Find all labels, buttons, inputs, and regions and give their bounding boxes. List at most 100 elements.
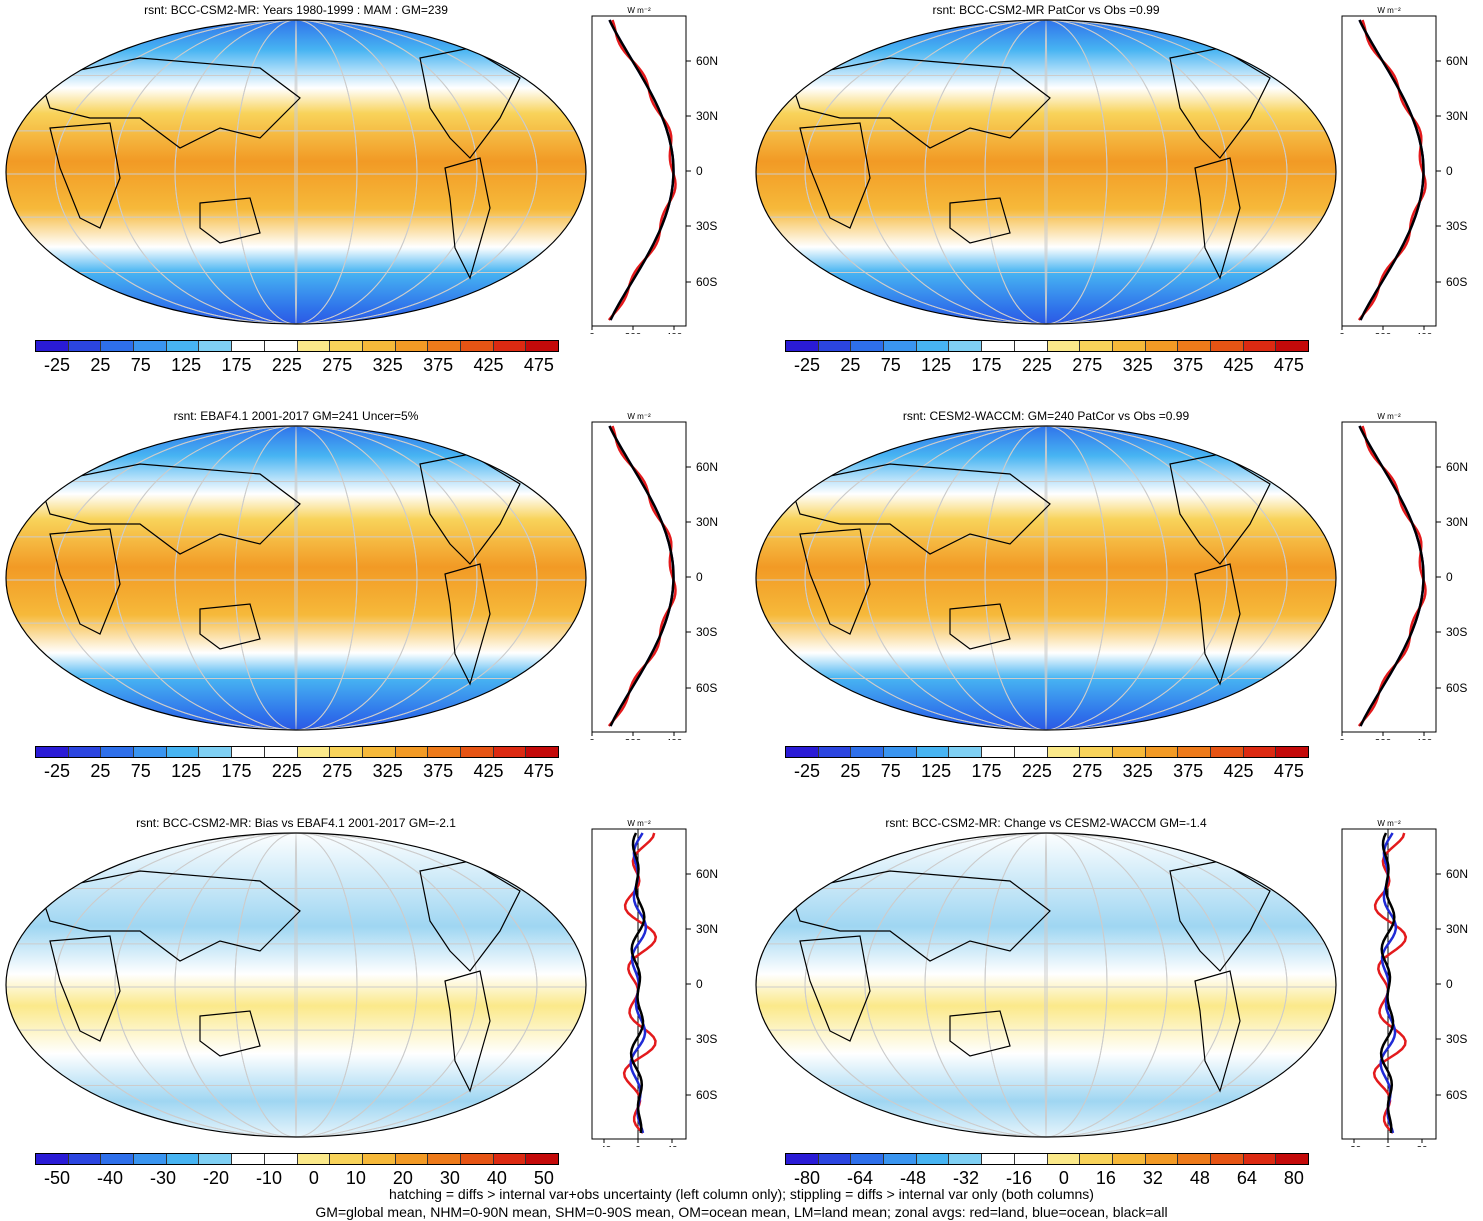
lat-label: 30N: [1446, 922, 1468, 936]
zonal-tick-label: 0: [1385, 1145, 1391, 1147]
panel-title: rsnt: BCC-CSM2-MR: Change vs CESM2-WACCM…: [885, 816, 1207, 830]
colorbar-tick-label: 64: [1236, 1168, 1257, 1188]
map: [755, 832, 1337, 1138]
colorbar-tick-label: 425: [473, 355, 504, 375]
map: [755, 19, 1337, 325]
zonal-tick-label: -20: [1347, 1145, 1362, 1147]
colorbar-tick-label: -50: [44, 1168, 71, 1188]
colorbar-tick-label: 125: [921, 355, 952, 375]
colorbar-tick-label: -30: [149, 1168, 176, 1188]
zonal-tick-label: 400: [1416, 738, 1433, 740]
lat-label: 30S: [696, 219, 717, 233]
colorbar-tick-label: 375: [1173, 761, 1204, 781]
colorbar: [785, 746, 1309, 758]
zonal-tick-label: -40: [597, 1145, 612, 1147]
zonal-tick-label: 200: [1375, 738, 1392, 740]
colorbar-labels: -25 25 75 125 175 225 275 325 375 425 475: [44, 761, 554, 782]
colorbar-tick-label: -25: [794, 761, 821, 781]
zonal-tick-label: 40: [666, 1145, 678, 1147]
colorbar-tick-label: 175: [971, 355, 1002, 375]
zonal-tick-label: 0: [1339, 332, 1345, 334]
colorbar-tick-label: 25: [90, 761, 111, 781]
lat-label: 30S: [696, 1032, 717, 1046]
colorbar-tick-label: 275: [1072, 761, 1103, 781]
lat-label: 60S: [696, 1088, 717, 1102]
colorbar-tick-label: 275: [1072, 355, 1103, 375]
zonal-tick-label: 20: [1416, 1145, 1428, 1147]
panel-title: rsnt: BCC-CSM2-MR PatCor vs Obs =0.99: [932, 3, 1160, 17]
colorbar-tick-label: -40: [96, 1168, 123, 1188]
lat-label: 60N: [696, 54, 718, 68]
panel-5: rsnt: BCC-CSM2-MR: Bias vs EBAF4.1 2001-…: [0, 813, 733, 1213]
lat-label: 30S: [1446, 625, 1467, 639]
zonal-tick-label: 0: [589, 332, 595, 334]
colorbar-tick-label: 475: [1273, 761, 1304, 781]
colorbar-tick-label: 125: [171, 355, 202, 375]
lat-label: 0: [1446, 977, 1453, 991]
colorbar-tick-label: 325: [372, 761, 403, 781]
colorbar-tick-label: -80: [794, 1168, 821, 1188]
lat-label: 60N: [1446, 867, 1468, 881]
lat-label: 60S: [696, 275, 717, 289]
zonal-tick-label: 200: [625, 738, 642, 740]
colorbar-tick-label: 475: [1273, 355, 1304, 375]
colorbar-labels: -25 25 75 125 175 225 275 325 375 425 475: [44, 355, 554, 376]
panel-4: rsnt: CESM2-WACCM: GM=240 PatCor vs Obs …: [750, 406, 1483, 806]
colorbar-tick-label: 75: [130, 355, 151, 375]
colorbar-tick-label: 0: [308, 1168, 319, 1188]
colorbar-tick-label: 75: [880, 355, 901, 375]
map: [5, 425, 587, 731]
zonal-mean-plot: W m⁻² 60N 30N 0 30S 60S -20 0 20: [1341, 819, 1468, 1147]
lat-label: 30N: [1446, 109, 1468, 123]
colorbar-tick-label: 20: [392, 1168, 413, 1188]
colorbar-tick-label: 125: [921, 761, 952, 781]
zonal-unit-label: W m⁻²: [627, 412, 651, 421]
colorbar-tick-label: -20: [202, 1168, 229, 1188]
colorbar-tick-label: 375: [423, 355, 454, 375]
lat-label: 30N: [1446, 515, 1468, 529]
colorbar-tick-label: 75: [880, 761, 901, 781]
zonal-mean-plot: W m⁻² 60N 30N 0 30S 60S 0 200 400: [589, 412, 718, 740]
zonal-tick-label: 400: [666, 738, 683, 740]
zonal-tick-label: 0: [1339, 738, 1345, 740]
zonal-tick-label: 0: [589, 738, 595, 740]
colorbar-tick-label: 25: [840, 355, 861, 375]
colorbar-tick-label: -10: [255, 1168, 282, 1188]
colorbar-tick-label: 75: [130, 761, 151, 781]
zonal-mean-plot: W m⁻² 60N 30N 0 30S 60S 0 200 400: [1339, 6, 1468, 334]
colorbar-tick-label: 25: [840, 761, 861, 781]
colorbar-tick-label: 50: [533, 1168, 554, 1188]
colorbar-tick-label: 425: [473, 761, 504, 781]
colorbar-labels: -50 -40 -30 -20 -10 0 10 20 30 40 50: [44, 1168, 554, 1189]
lat-label: 0: [696, 164, 703, 178]
colorbar-tick-label: 425: [1223, 355, 1254, 375]
colorbar-labels: -25 25 75 125 175 225 275 325 375 425 475: [794, 355, 1304, 376]
colorbar-tick-label: 175: [221, 761, 252, 781]
colorbar-tick-label: 40: [486, 1168, 507, 1188]
map: [755, 425, 1337, 731]
zonal-unit-label: W m⁻²: [1377, 412, 1401, 421]
colorbar-tick-label: 80: [1283, 1168, 1304, 1188]
colorbar-tick-label: 25: [90, 355, 111, 375]
panel-title: rsnt: CESM2-WACCM: GM=240 PatCor vs Obs …: [902, 409, 1190, 423]
colorbar-tick-label: 30: [439, 1168, 460, 1188]
lat-label: 0: [1446, 164, 1453, 178]
colorbar-tick-label: 16: [1095, 1168, 1116, 1188]
zonal-mean-plot: W m⁻² 60N 30N 0 30S 60S 0 200 400: [1339, 412, 1468, 740]
colorbar-tick-label: 325: [372, 355, 403, 375]
colorbar: [35, 340, 559, 352]
panel-3: rsnt: EBAF4.1 2001-2017 GM=241 Uncer=5% W…: [0, 406, 733, 806]
zonal-unit-label: W m⁻²: [627, 819, 651, 828]
colorbar: [35, 1153, 559, 1165]
colorbar-tick-label: -25: [44, 355, 71, 375]
panel-title: rsnt: BCC-CSM2-MR: Years 1980-1999 : MAM…: [144, 3, 448, 17]
lat-label: 60N: [696, 460, 718, 474]
panel-1: rsnt: BCC-CSM2-MR: Years 1980-1999 : MAM…: [0, 0, 733, 400]
zonal-unit-label: W m⁻²: [1377, 819, 1401, 828]
panel-6: rsnt: BCC-CSM2-MR: Change vs CESM2-WACCM…: [750, 813, 1483, 1213]
zonal-unit-label: W m⁻²: [627, 6, 651, 15]
lat-label: 30S: [696, 625, 717, 639]
colorbar-tick-label: 375: [1173, 355, 1204, 375]
colorbar-tick-label: -16: [1005, 1168, 1032, 1188]
colorbar-tick-label: 325: [1122, 355, 1153, 375]
